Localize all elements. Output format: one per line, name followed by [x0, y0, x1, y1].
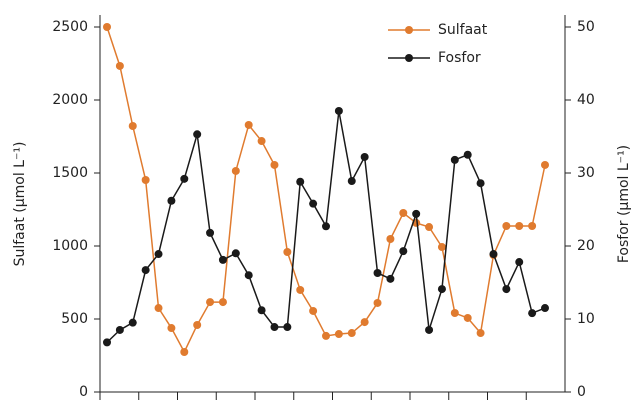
point — [103, 23, 111, 31]
legend-label: Fosfor — [438, 50, 481, 66]
point — [528, 221, 537, 230]
point — [515, 258, 524, 267]
point — [425, 223, 434, 232]
point — [231, 249, 240, 258]
point — [270, 160, 279, 169]
point — [167, 196, 176, 205]
point — [502, 221, 511, 230]
y-tick-label: 1000 — [52, 238, 88, 254]
legend-marker — [405, 54, 413, 62]
point — [528, 309, 537, 318]
point — [115, 61, 124, 70]
point — [283, 247, 292, 256]
point — [309, 306, 318, 315]
point — [412, 209, 421, 218]
point — [257, 137, 266, 146]
point — [334, 330, 343, 339]
y-tick-label: 2500 — [52, 19, 88, 35]
point — [180, 174, 189, 183]
y-tick-label: 2000 — [52, 92, 88, 108]
point — [322, 331, 330, 340]
point — [386, 274, 395, 283]
point — [450, 155, 459, 164]
point — [154, 250, 163, 259]
point — [437, 243, 446, 252]
point — [399, 247, 408, 256]
y-tick-label: 500 — [61, 311, 88, 327]
point — [141, 266, 150, 275]
point — [167, 324, 176, 333]
point — [128, 318, 137, 327]
y2-tick-label: 30 — [577, 165, 595, 181]
point — [541, 160, 549, 169]
point — [502, 285, 511, 294]
point — [373, 298, 382, 307]
point — [425, 325, 434, 334]
point — [206, 298, 215, 307]
point — [347, 329, 356, 338]
point — [244, 271, 253, 280]
point — [437, 285, 446, 294]
y2-tick-label: 20 — [577, 238, 595, 254]
point — [334, 106, 343, 115]
legend-label: Sulfaat — [438, 22, 488, 38]
point — [115, 325, 124, 334]
point — [128, 121, 137, 130]
y2-tick-label: 50 — [577, 19, 595, 35]
point — [270, 323, 279, 332]
point — [296, 285, 305, 294]
y-tick-label: 1500 — [52, 165, 88, 181]
point — [347, 177, 356, 186]
point — [193, 320, 202, 329]
y2-axis-label: Fosfor (µmol L⁻¹) — [616, 145, 632, 263]
point — [515, 221, 524, 230]
point — [322, 222, 330, 231]
y2-tick-label: 0 — [577, 384, 586, 400]
point — [141, 176, 150, 185]
point — [373, 269, 382, 278]
point — [257, 306, 266, 315]
point — [283, 323, 292, 332]
point — [386, 234, 395, 243]
point — [360, 318, 369, 327]
point — [450, 309, 459, 318]
point — [218, 255, 227, 264]
y-tick-label: 0 — [79, 384, 88, 400]
point — [489, 250, 498, 259]
point — [309, 199, 318, 208]
point — [193, 130, 202, 139]
point — [463, 313, 472, 322]
y2-tick-label: 10 — [577, 311, 595, 327]
y2-tick-label: 40 — [577, 92, 595, 108]
point — [218, 298, 227, 307]
point — [244, 120, 253, 129]
legend-marker — [405, 26, 413, 34]
point — [231, 166, 240, 175]
point — [296, 177, 305, 186]
point — [476, 329, 485, 338]
point — [103, 338, 111, 347]
point — [476, 179, 485, 188]
y-axis-label: Sulfaat (µmol L⁻¹) — [12, 142, 28, 267]
series-line — [106, 26, 546, 354]
point — [360, 152, 369, 161]
point — [206, 228, 215, 237]
point — [463, 150, 472, 159]
point — [399, 209, 408, 218]
point — [541, 304, 549, 313]
point — [180, 347, 189, 356]
point — [154, 304, 163, 313]
